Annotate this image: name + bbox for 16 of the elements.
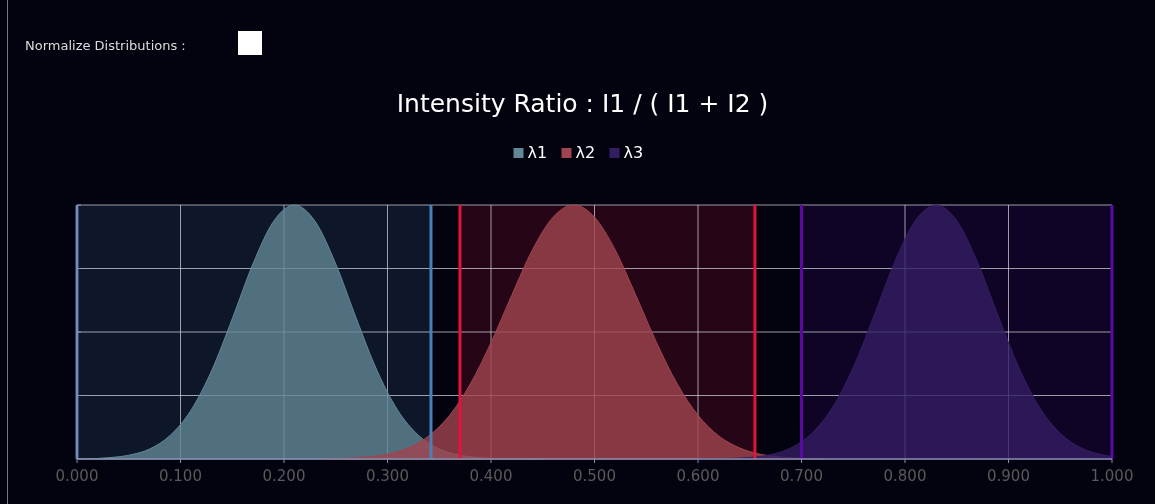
x-tick-label: 0.000 [55, 467, 99, 485]
x-tick-label: 0.600 [676, 467, 720, 485]
legend-label: λ2 [575, 143, 596, 162]
x-tick-label: 0.800 [883, 467, 927, 485]
text: Normalize Distributions : [25, 38, 186, 53]
x-tick-label: 1.000 [1090, 467, 1134, 485]
x-tick-label: 0.300 [366, 467, 409, 485]
x-tick-label: 0.900 [987, 467, 1030, 485]
x-tick-label: 0.500 [573, 467, 616, 485]
legend-label: λ3 [623, 143, 644, 162]
x-tick-label: 0.700 [780, 467, 823, 485]
legend-label: λ1 [527, 143, 548, 162]
x-tick-label: 0.400 [469, 467, 513, 485]
x-tick-label: 0.200 [262, 467, 306, 485]
chart-title: Intensity Ratio : I1 / ( I1 + I2 ) [396, 89, 769, 118]
x-tick-label: 0.100 [159, 467, 202, 485]
